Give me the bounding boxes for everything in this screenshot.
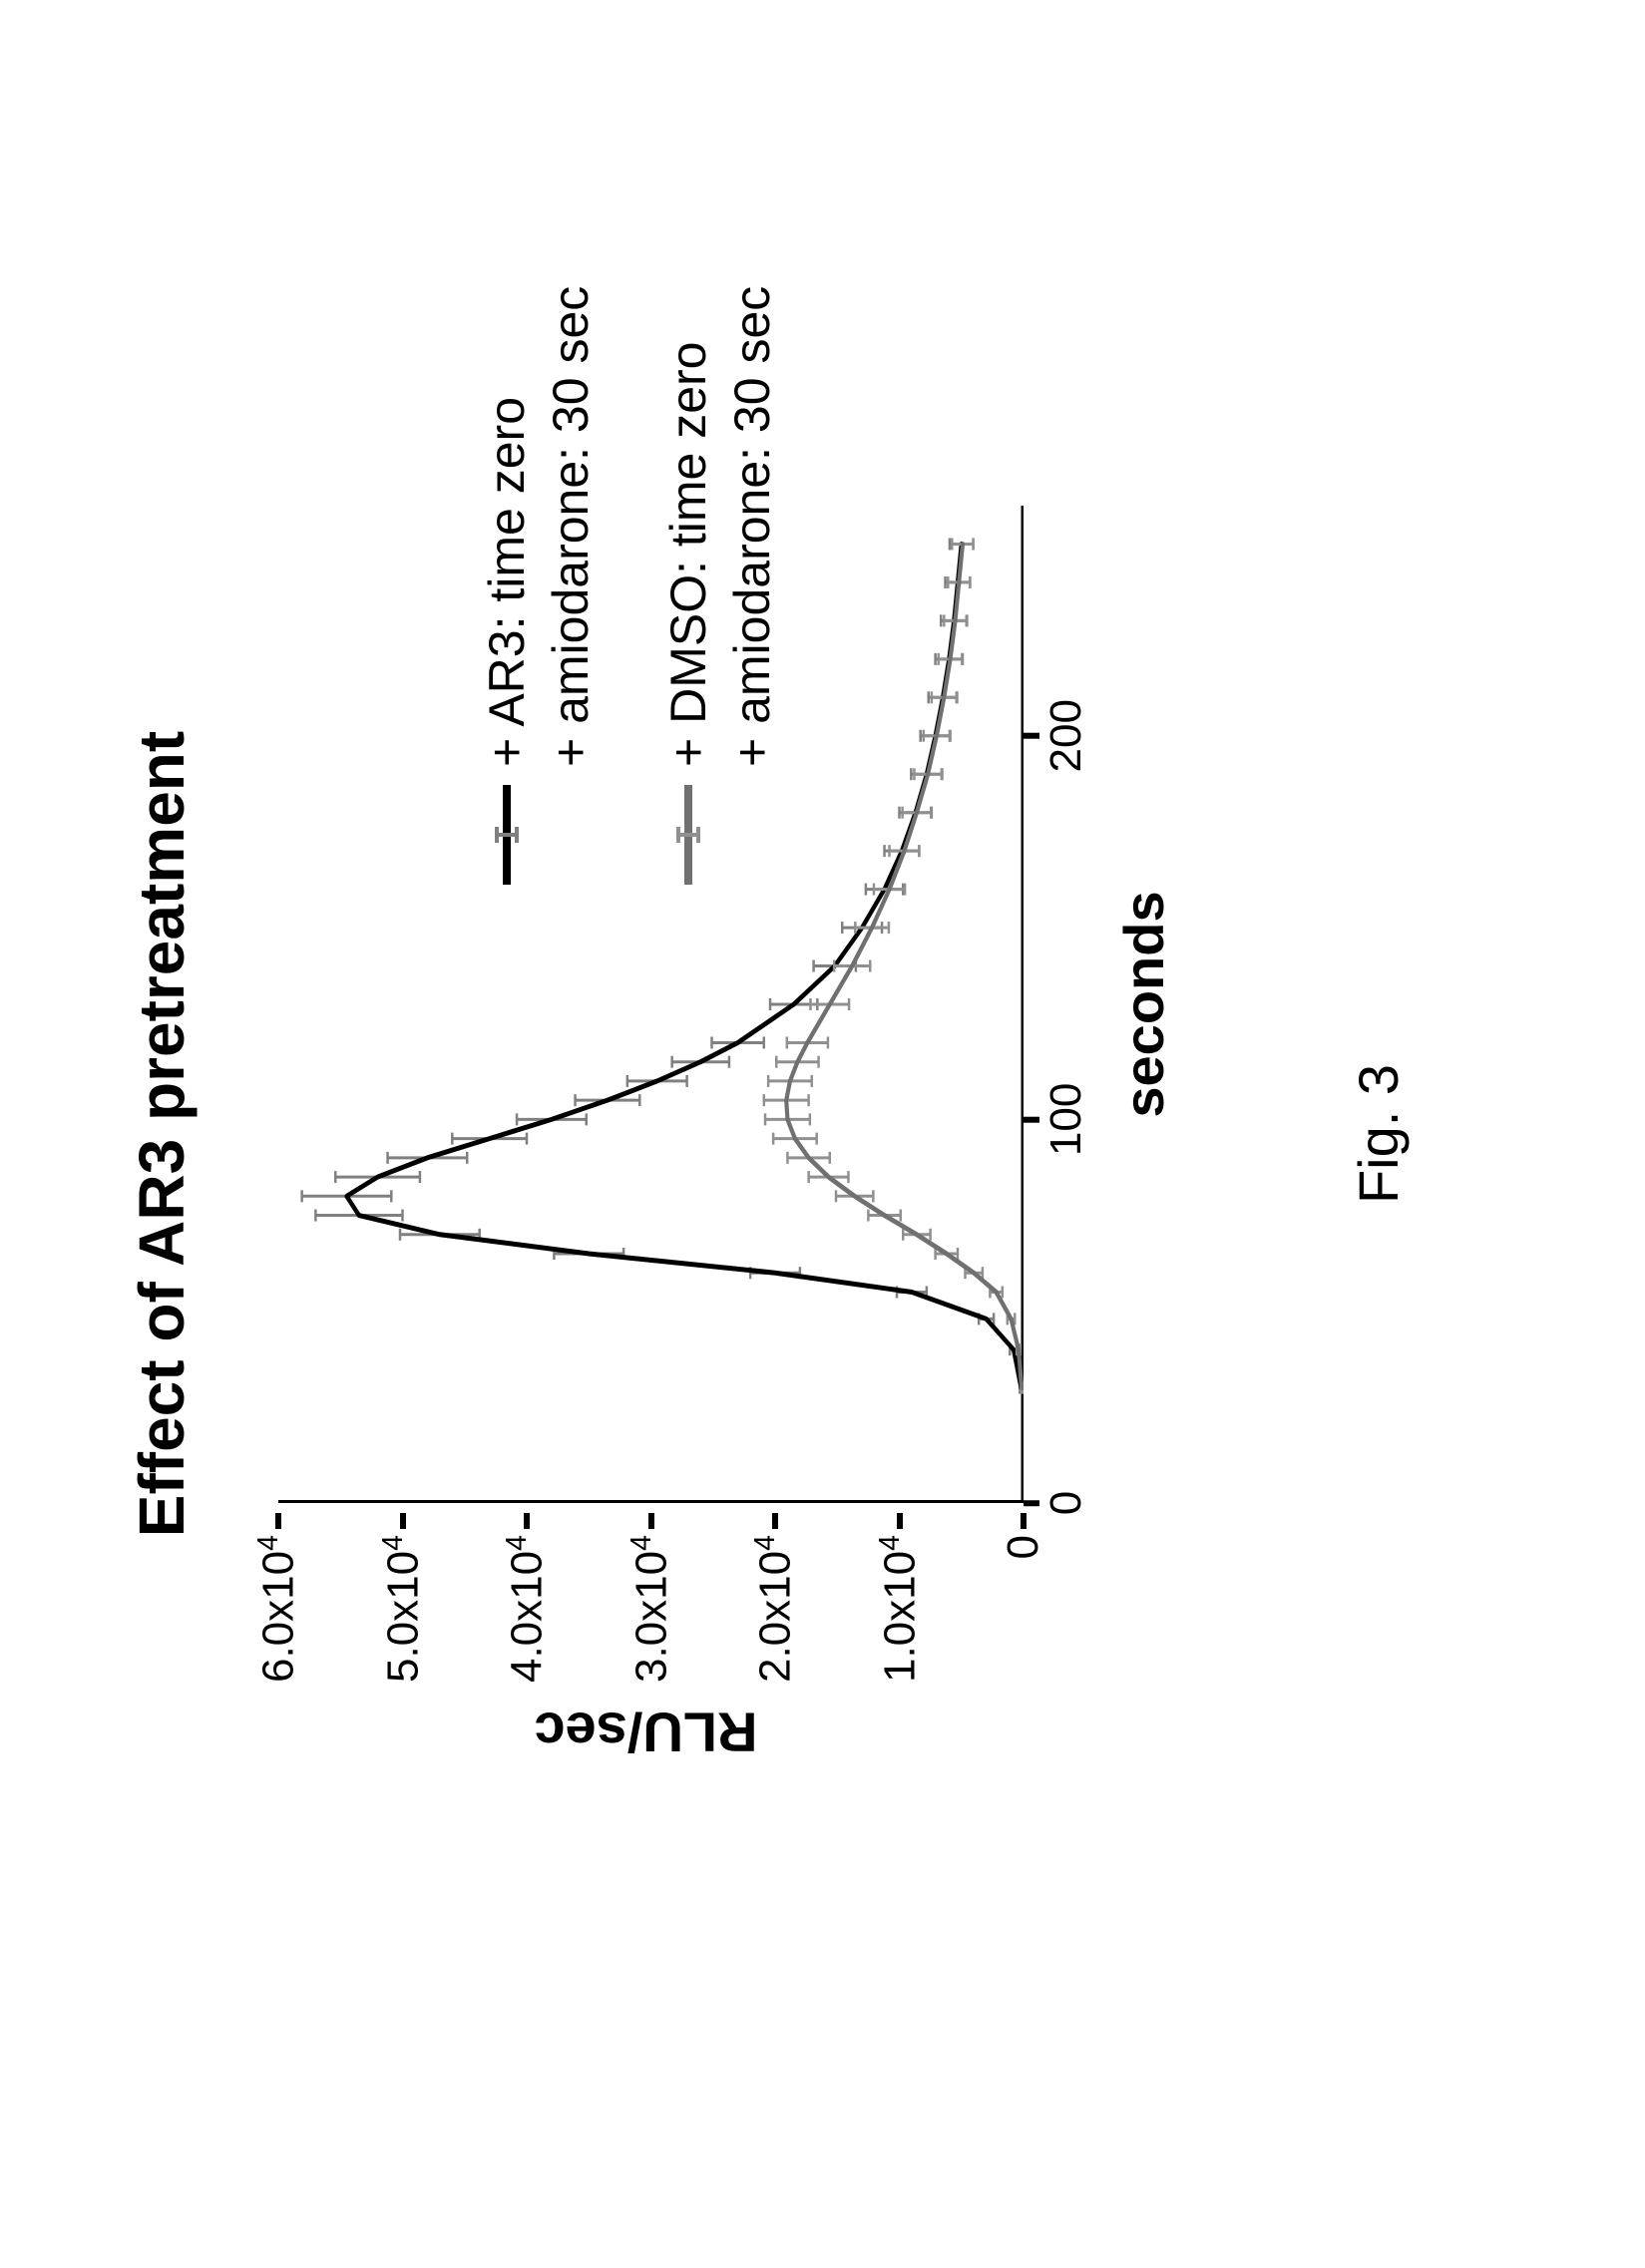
x-tick-label: 200 xyxy=(1041,699,1091,772)
legend-row: + DMSO: time zero xyxy=(659,187,717,885)
figure-rotated: Effect of AR3 pretreatment RLU/sec 6.0x1… xyxy=(125,137,1521,2131)
legend-swatch xyxy=(678,785,698,885)
legend: + AR3: time zero+ amiodarone: 30 sec+ DM… xyxy=(478,187,841,885)
legend-spacer xyxy=(561,785,581,885)
legend-sublabel: + amiodarone: 30 sec xyxy=(542,286,600,767)
legend-sublabel: + amiodarone: 30 sec xyxy=(723,286,781,767)
y-ticks: 6.0x1045.0x1044.0x1043.0x1042.0x1041.0x1… xyxy=(278,1503,1024,1702)
legend-row: + AR3: time zero xyxy=(478,187,536,885)
figure-caption: Fig. 3 xyxy=(1346,137,1411,2131)
x-axis-row: 0 100 200 xyxy=(1031,506,1091,1702)
x-tick-label: 0 xyxy=(1041,1491,1091,1515)
x-ticks: 0100200 xyxy=(1031,506,1091,1503)
legend-sublabel-row: + amiodarone: 30 sec xyxy=(723,187,781,885)
x-tick-label: 100 xyxy=(1041,1083,1091,1156)
y-axis-label: RLU/sec xyxy=(697,1701,757,1765)
legend-block-dmso: + DMSO: time zero+ amiodarone: 30 sec xyxy=(659,187,781,885)
legend-swatch xyxy=(497,785,517,885)
x-axis-label: seconds xyxy=(1111,506,1176,1503)
chart-title: Effect of AR3 pretreatment xyxy=(125,137,199,2131)
chart-row: RLU/sec 6.0x1045.0x1044.0x1043.0x1042.0x… xyxy=(228,137,1226,2131)
legend-label: + DMSO: time zero xyxy=(659,342,717,768)
legend-block-ar3: + AR3: time zero+ amiodarone: 30 sec xyxy=(478,187,600,885)
legend-label: + AR3: time zero xyxy=(478,397,536,767)
legend-sublabel-row: + amiodarone: 30 sec xyxy=(542,187,600,885)
page: Effect of AR3 pretreatment RLU/sec 6.0x1… xyxy=(0,0,1645,2268)
legend-spacer xyxy=(742,785,762,885)
